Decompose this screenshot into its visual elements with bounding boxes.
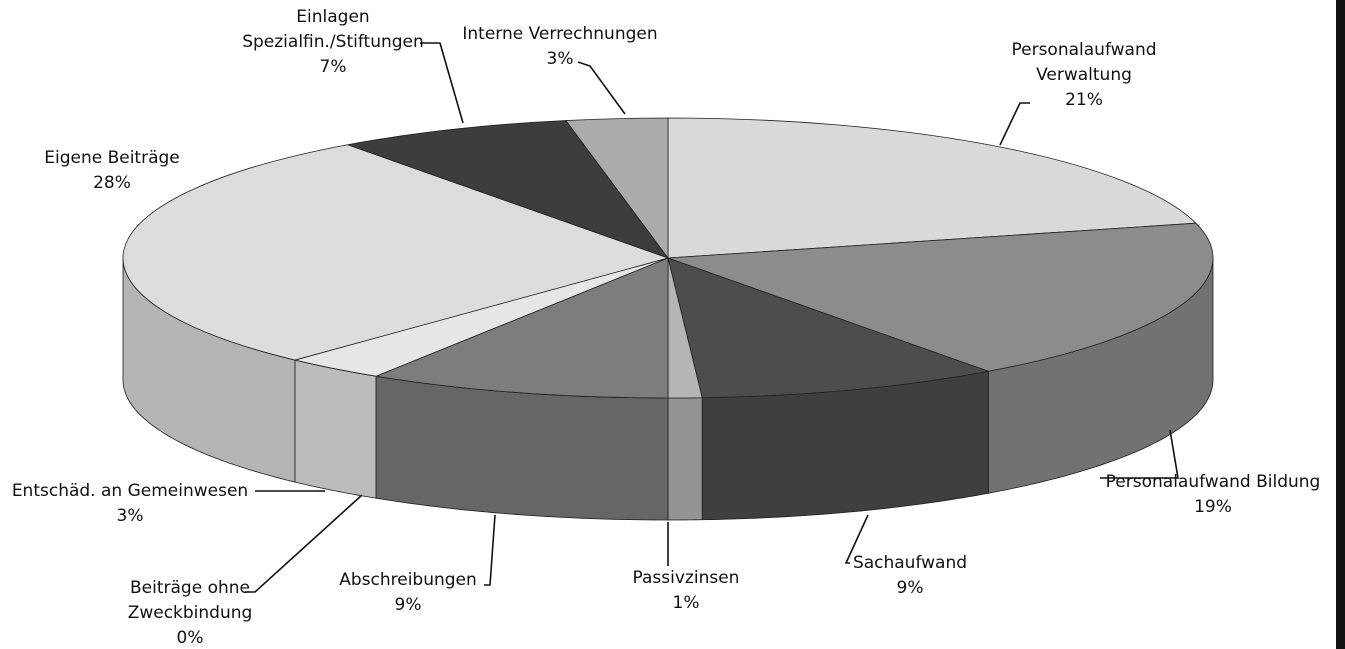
slice-side-shade <box>702 371 989 520</box>
slice-top <box>346 120 670 259</box>
slice-label: Eigene Beiträge <box>44 148 180 168</box>
slice-label: Verwaltung <box>1036 65 1132 85</box>
slice-label: Passivzinsen <box>633 568 740 588</box>
value-label: 7% <box>320 57 347 77</box>
slice-label: Beiträge ohne <box>130 578 250 598</box>
slice <box>565 117 669 260</box>
slice-side-shade <box>988 258 1213 494</box>
slice <box>294 257 669 499</box>
slice-top <box>565 117 669 260</box>
slice-top <box>667 117 1197 259</box>
leader-line <box>484 514 496 586</box>
slice <box>122 144 670 483</box>
leader-line <box>999 102 1030 146</box>
slice-top <box>667 222 1214 372</box>
value-label: 0% <box>177 628 204 648</box>
labels: Personalaufwand Verwaltung 21% Personalaufw… <box>12 7 1321 648</box>
slice <box>667 117 1197 259</box>
value-label: 21% <box>1065 90 1103 110</box>
slice-side-shade <box>294 360 376 499</box>
slice <box>667 257 990 521</box>
slice-top <box>667 257 990 399</box>
value-label: 9% <box>897 578 924 598</box>
value-label: 9% <box>395 595 422 615</box>
slice-label: Abschreibungen <box>339 570 477 590</box>
slice-label: Zweckbindung <box>128 603 253 623</box>
slice-side-shade <box>668 397 703 520</box>
leader-line <box>844 514 869 564</box>
slice-label: Sachaufwand <box>853 553 967 573</box>
leader-line <box>420 42 464 124</box>
slice-label: Interne Verrechnungen <box>462 24 657 44</box>
slice-label: Spezialfin./Stiftungen <box>242 32 424 52</box>
leader-line <box>245 494 363 593</box>
leader-line <box>577 61 626 115</box>
value-label: 3% <box>547 49 574 69</box>
pie <box>122 117 1214 521</box>
slice-label: Entschäd. an Gemeinwesen <box>12 481 248 501</box>
slice-side-shade <box>123 258 295 483</box>
slice-label: Personalaufwand <box>1011 40 1156 60</box>
slice <box>346 120 670 259</box>
slice-top <box>122 144 670 361</box>
slice-label: Personalaufwand Bildung <box>1106 472 1321 492</box>
leader-line <box>1100 429 1179 479</box>
slice-label: Einlagen <box>296 7 369 27</box>
slice <box>667 257 703 521</box>
right-border <box>1336 0 1345 649</box>
value-label: 1% <box>673 593 700 613</box>
slice <box>667 222 1214 494</box>
slice-side-shade <box>375 376 668 520</box>
value-label: 3% <box>117 506 144 526</box>
slice <box>374 257 669 521</box>
slice-top <box>374 257 669 399</box>
value-label: 28% <box>93 173 131 193</box>
value-label: 19% <box>1194 497 1232 517</box>
